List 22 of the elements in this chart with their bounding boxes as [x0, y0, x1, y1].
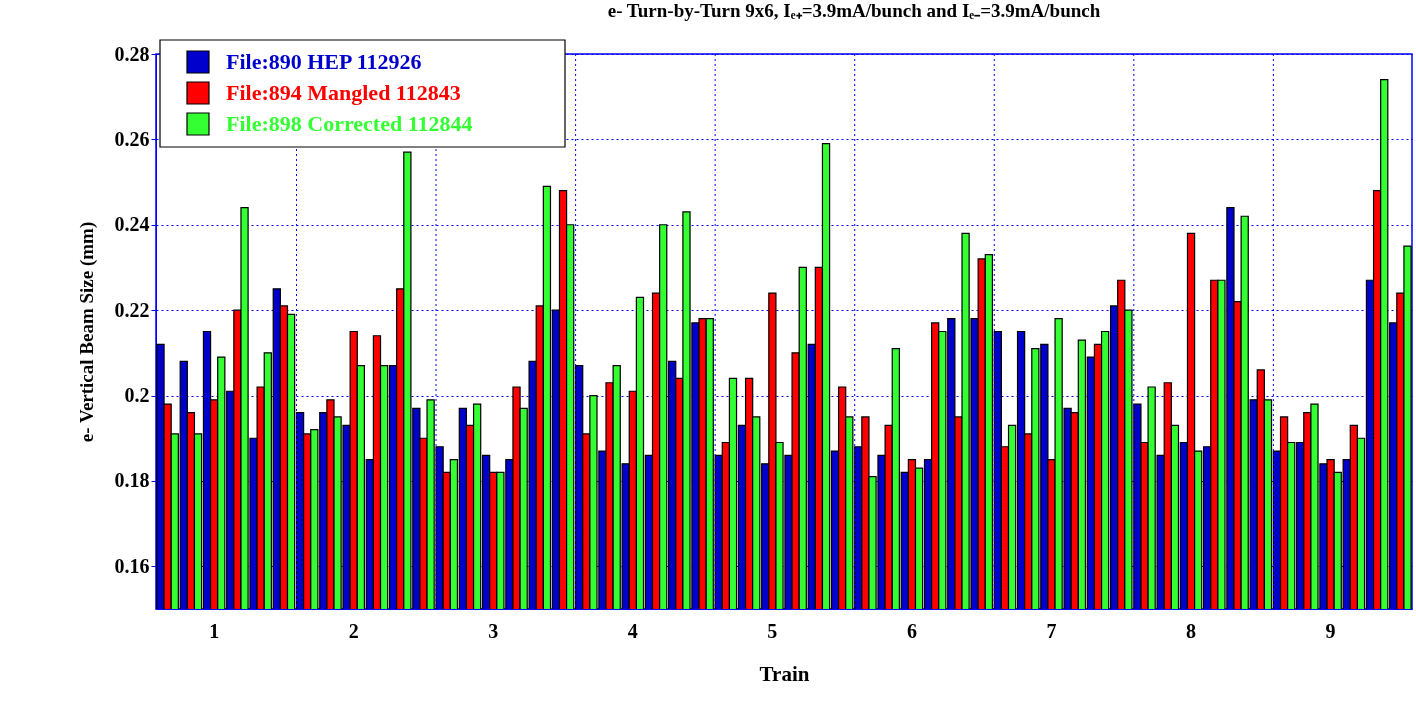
chart-title: e- Turn-by-Turn 9x6, Iₑ₊=3.9mA/bunch and Iₑ₋=3.9mA/bunch [607, 0, 1101, 22]
y-tick-label: 0.2 [124, 384, 150, 407]
x-tick-label: 4 [627, 619, 638, 642]
x-tick-label: 6 [906, 619, 917, 642]
x-tick-label: 7 [1046, 619, 1057, 642]
x-axis-title: Train [759, 661, 810, 686]
y-axis-title: e- Vertical Beam Size (mm) [75, 221, 98, 443]
legend-label: File:890 HEP 112926 [226, 49, 422, 74]
x-tick-label: 9 [1325, 619, 1336, 642]
x-tick-label: 2 [348, 619, 359, 642]
x-tick-label: 8 [1186, 619, 1197, 642]
y-tick-label: 0.26 [114, 127, 150, 150]
y-tick-label: 0.18 [114, 469, 150, 492]
x-tick-label: 3 [488, 619, 499, 642]
legend-label: File:894 Mangled 112843 [226, 80, 461, 105]
y-tick-label: 0.16 [114, 554, 150, 577]
x-tick-label: 1 [209, 619, 220, 642]
y-tick-label: 0.24 [114, 213, 150, 236]
legend-label: File:898 Corrected 112844 [226, 111, 473, 136]
x-tick-label: 5 [767, 619, 778, 642]
y-tick-label: 0.28 [114, 42, 150, 65]
y-tick-label: 0.22 [114, 298, 150, 321]
